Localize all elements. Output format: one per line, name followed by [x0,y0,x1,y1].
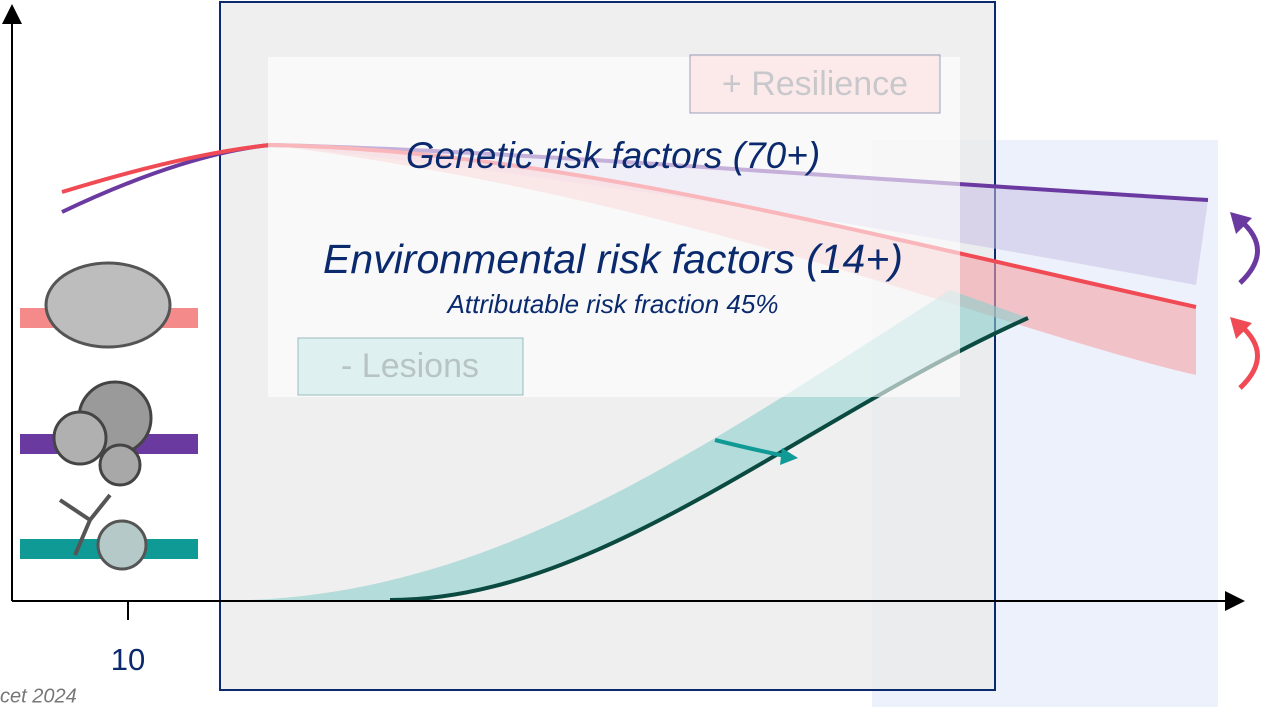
lesions-label: - Lesions [341,347,479,385]
environmental-label: Environmental risk factors (14+) [323,236,903,282]
genetic-arrow [1240,220,1258,283]
environmental-arrow [1240,325,1258,388]
gear-icon [54,412,106,464]
x-tick-label: 10 [111,642,145,677]
fraction-label: Attributable risk fraction 45% [446,289,779,319]
resilience-label: + Resilience [722,65,908,103]
source: cet 2024 [0,685,77,707]
genetic-label: Genetic risk factors (70+) [406,135,820,176]
cell-icon [98,521,146,569]
gear-icon [100,445,140,485]
brain-icon [46,263,170,347]
diagram: + Resilience - Lesions Genetic risk fact… [0,0,1266,707]
